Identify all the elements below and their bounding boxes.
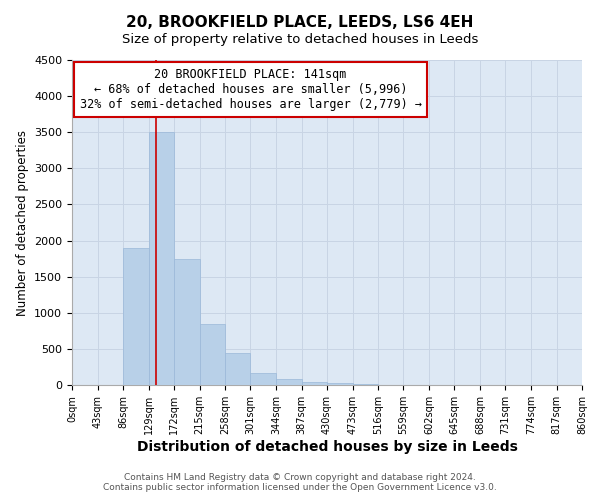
Bar [251, 373, 276, 385]
Bar [199, 324, 225, 385]
Y-axis label: Number of detached properties: Number of detached properties [16, 130, 29, 316]
Bar [302, 382, 327, 385]
Bar [276, 378, 302, 385]
Bar [123, 248, 149, 385]
Bar [149, 132, 174, 385]
Bar [353, 384, 378, 385]
Bar [174, 258, 199, 385]
Bar [225, 352, 251, 385]
X-axis label: Distribution of detached houses by size in Leeds: Distribution of detached houses by size … [137, 440, 517, 454]
Text: Size of property relative to detached houses in Leeds: Size of property relative to detached ho… [122, 32, 478, 46]
Bar [327, 383, 353, 385]
Text: Contains HM Land Registry data © Crown copyright and database right 2024.
Contai: Contains HM Land Registry data © Crown c… [103, 473, 497, 492]
Text: 20 BROOKFIELD PLACE: 141sqm
← 68% of detached houses are smaller (5,996)
32% of : 20 BROOKFIELD PLACE: 141sqm ← 68% of det… [79, 68, 421, 111]
Text: 20, BROOKFIELD PLACE, LEEDS, LS6 4EH: 20, BROOKFIELD PLACE, LEEDS, LS6 4EH [127, 15, 473, 30]
